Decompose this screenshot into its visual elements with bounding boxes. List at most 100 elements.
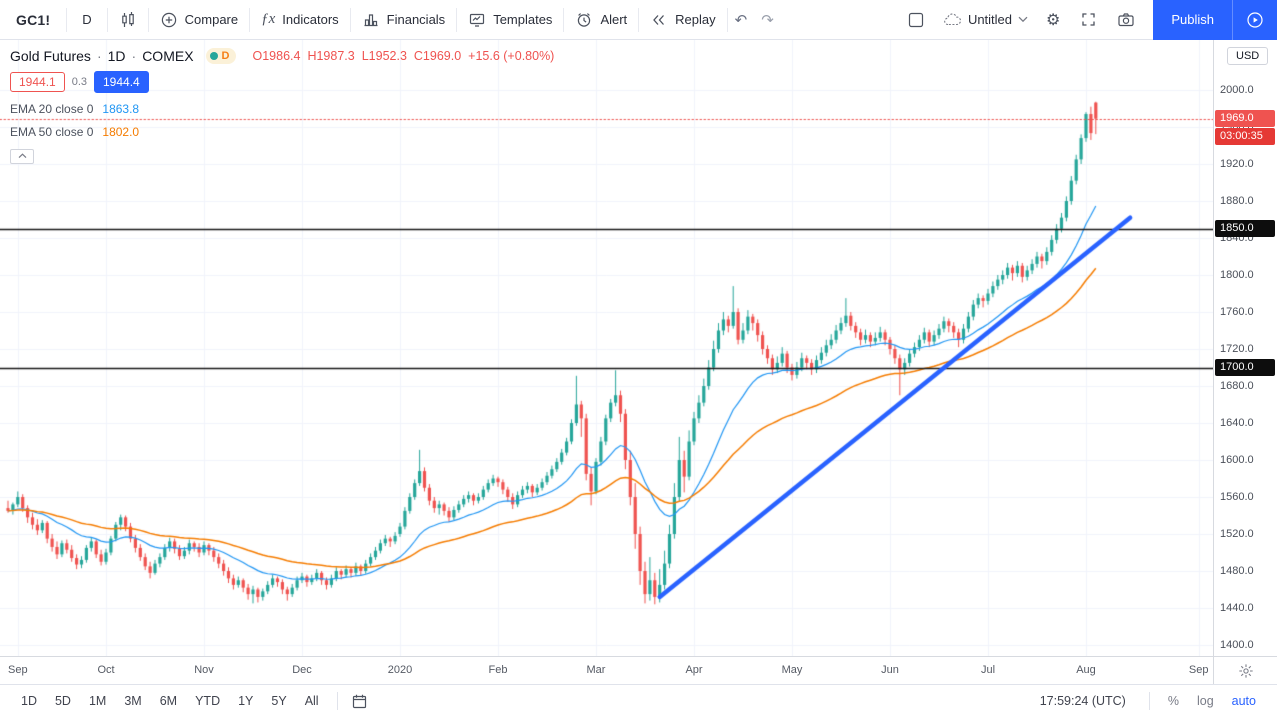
open-value: O1986.4 xyxy=(252,49,301,63)
range-button-5D[interactable]: 5D xyxy=(54,694,71,708)
interval-button[interactable]: D xyxy=(82,12,92,27)
legend-separator: · xyxy=(96,48,102,64)
toolbar-divider xyxy=(106,7,108,32)
time-axis-label: Mar xyxy=(586,664,606,676)
ema50-value: 1802.0 xyxy=(102,125,140,139)
axis-settings-corner[interactable] xyxy=(1213,656,1277,684)
time-axis[interactable]: Sep Oct Nov Dec 2020 Feb Mar Apr May Jun Jul Aug Sep xyxy=(0,656,1213,684)
undo-button[interactable]: ↶ xyxy=(734,11,748,29)
spread-value: 0.3 xyxy=(71,76,87,88)
time-axis-label: Sep xyxy=(1188,664,1209,676)
chart-properties-button[interactable]: ⚙ xyxy=(1036,0,1070,40)
price-axis-label: 1600.0 xyxy=(1220,453,1254,466)
publish-button[interactable]: Publish xyxy=(1171,12,1214,27)
time-axis-label: 2020 xyxy=(387,664,413,676)
price-axis-label: 1440.0 xyxy=(1220,601,1254,614)
time-axis-label: Nov xyxy=(194,664,214,676)
range-button-5Y[interactable]: 5Y xyxy=(271,694,287,708)
price-axis-label: 1520.0 xyxy=(1220,527,1254,540)
price-axis-cd-label: 03:00:35 xyxy=(1215,127,1275,145)
collapse-legend-button[interactable] xyxy=(10,149,34,164)
replay-rewind-icon xyxy=(650,11,668,29)
chart-style-button[interactable] xyxy=(108,0,148,40)
camera-icon xyxy=(1118,12,1134,26)
chart-legend: Gold Futures · 1D · COMEX D O1986.4 H198… xyxy=(10,48,554,164)
time-axis-label: Feb xyxy=(488,664,508,676)
price-axis[interactable]: USD 2000.01960.01920.01880.01840.01800.0… xyxy=(1213,40,1277,656)
indicators-fx-icon: ƒx xyxy=(261,11,276,27)
data-delay-badge[interactable]: D xyxy=(205,48,237,64)
price-axis-label: 1720.0 xyxy=(1220,342,1254,355)
range-button-3M[interactable]: 3M xyxy=(124,694,142,708)
save-layout-button[interactable]: Untitled xyxy=(935,12,1036,28)
symbol-search-button[interactable]: GC1! xyxy=(16,11,51,28)
redo-button[interactable]: ↷ xyxy=(761,11,774,29)
high-value: H1987.3 xyxy=(307,49,355,63)
timezone-clock[interactable]: 17:59:24 (UTC) xyxy=(1039,694,1126,708)
range-button-6M[interactable]: 6M xyxy=(159,694,178,708)
toolbar-divider xyxy=(638,7,640,32)
price-axis-last-label: 1969.0 xyxy=(1215,110,1275,128)
toolbar-divider xyxy=(726,7,728,32)
templates-icon xyxy=(468,11,486,29)
go-to-date-button[interactable] xyxy=(347,693,372,710)
cloud-icon xyxy=(944,13,961,25)
price-axis-lvl-label: 1850.0 xyxy=(1215,220,1275,238)
bottombar-divider xyxy=(1148,692,1150,710)
chevron-down-icon xyxy=(1018,16,1028,23)
price-axis-label: 1400.0 xyxy=(1220,638,1254,651)
price-axis-label: 1640.0 xyxy=(1220,416,1254,429)
range-button-1Y[interactable]: 1Y xyxy=(238,694,254,708)
range-button-1D[interactable]: 1D xyxy=(21,694,37,708)
close-value: C1969.0 xyxy=(413,49,462,63)
price-axis-label: 1920.0 xyxy=(1220,157,1254,170)
ema20-label: EMA 20 close 0 xyxy=(10,102,94,116)
compare-label: Compare xyxy=(184,12,239,27)
replay-button[interactable]: Replay xyxy=(639,0,726,40)
indicators-button[interactable]: ƒx Indicators xyxy=(250,0,350,40)
financials-label: Financials xyxy=(386,12,446,27)
buy-button[interactable]: 1944.4 xyxy=(94,71,149,93)
sell-button[interactable]: 1944.1 xyxy=(10,72,65,92)
ema50-legend-row[interactable]: EMA 50 close 0 1802.0 xyxy=(10,125,554,139)
auto-scale-button[interactable]: auto xyxy=(1231,694,1256,708)
currency-toggle[interactable]: USD xyxy=(1227,47,1269,65)
toolbar-right-group: Untitled ⚙ Publish xyxy=(897,0,1277,40)
financials-button[interactable]: Financials xyxy=(351,0,457,40)
ohlc-values: O1986.4 H1987.3 L1952.3 C1969.0 +15.6 (+… xyxy=(252,49,554,63)
publish-idea-button[interactable] xyxy=(1233,11,1277,29)
alert-label: Alert xyxy=(600,12,628,27)
range-button-YTD[interactable]: YTD xyxy=(195,694,221,708)
time-axis-label: May xyxy=(781,664,803,676)
time-axis-label: Jul xyxy=(980,664,996,676)
price-axis-lvl-label: 1700.0 xyxy=(1215,359,1275,376)
range-button-1M[interactable]: 1M xyxy=(88,694,107,708)
top-toolbar: GC1! D Compare ƒx Indicators xyxy=(0,0,1277,40)
ema20-value: 1863.8 xyxy=(102,102,140,116)
gear-icon: ⚙ xyxy=(1046,11,1061,29)
snapshot-button[interactable] xyxy=(1107,0,1145,40)
compare-button[interactable]: Compare xyxy=(149,0,249,40)
price-chart-canvas[interactable] xyxy=(0,40,1213,656)
ema20-legend-row[interactable]: EMA 20 close 0 1863.8 xyxy=(10,102,554,116)
fullscreen-button[interactable] xyxy=(1070,0,1107,40)
time-axis-label: Aug xyxy=(1076,664,1096,676)
range-button-All[interactable]: All xyxy=(304,694,319,708)
price-axis-label: 1680.0 xyxy=(1220,379,1254,392)
price-axis-label: 2000.0 xyxy=(1220,83,1254,96)
templates-button[interactable]: Templates xyxy=(457,0,563,40)
alert-button[interactable]: Alert xyxy=(564,0,638,40)
calendar-icon xyxy=(352,694,366,708)
log-scale-button[interactable]: log xyxy=(1196,694,1214,708)
symbol-title[interactable]: Gold Futures xyxy=(10,48,91,64)
price-axis-label: 1560.0 xyxy=(1220,490,1254,503)
toolbar-divider xyxy=(147,7,149,32)
select-layout-button[interactable] xyxy=(897,0,935,40)
percent-scale-button[interactable]: % xyxy=(1167,694,1179,708)
price-axis-label: 1480.0 xyxy=(1220,564,1254,577)
indicators-label: Indicators xyxy=(282,12,339,27)
price-axis-label: 1760.0 xyxy=(1220,305,1254,318)
toolbar-divider xyxy=(456,7,458,32)
compare-icon xyxy=(160,11,178,29)
time-axis-label: Apr xyxy=(685,664,703,676)
